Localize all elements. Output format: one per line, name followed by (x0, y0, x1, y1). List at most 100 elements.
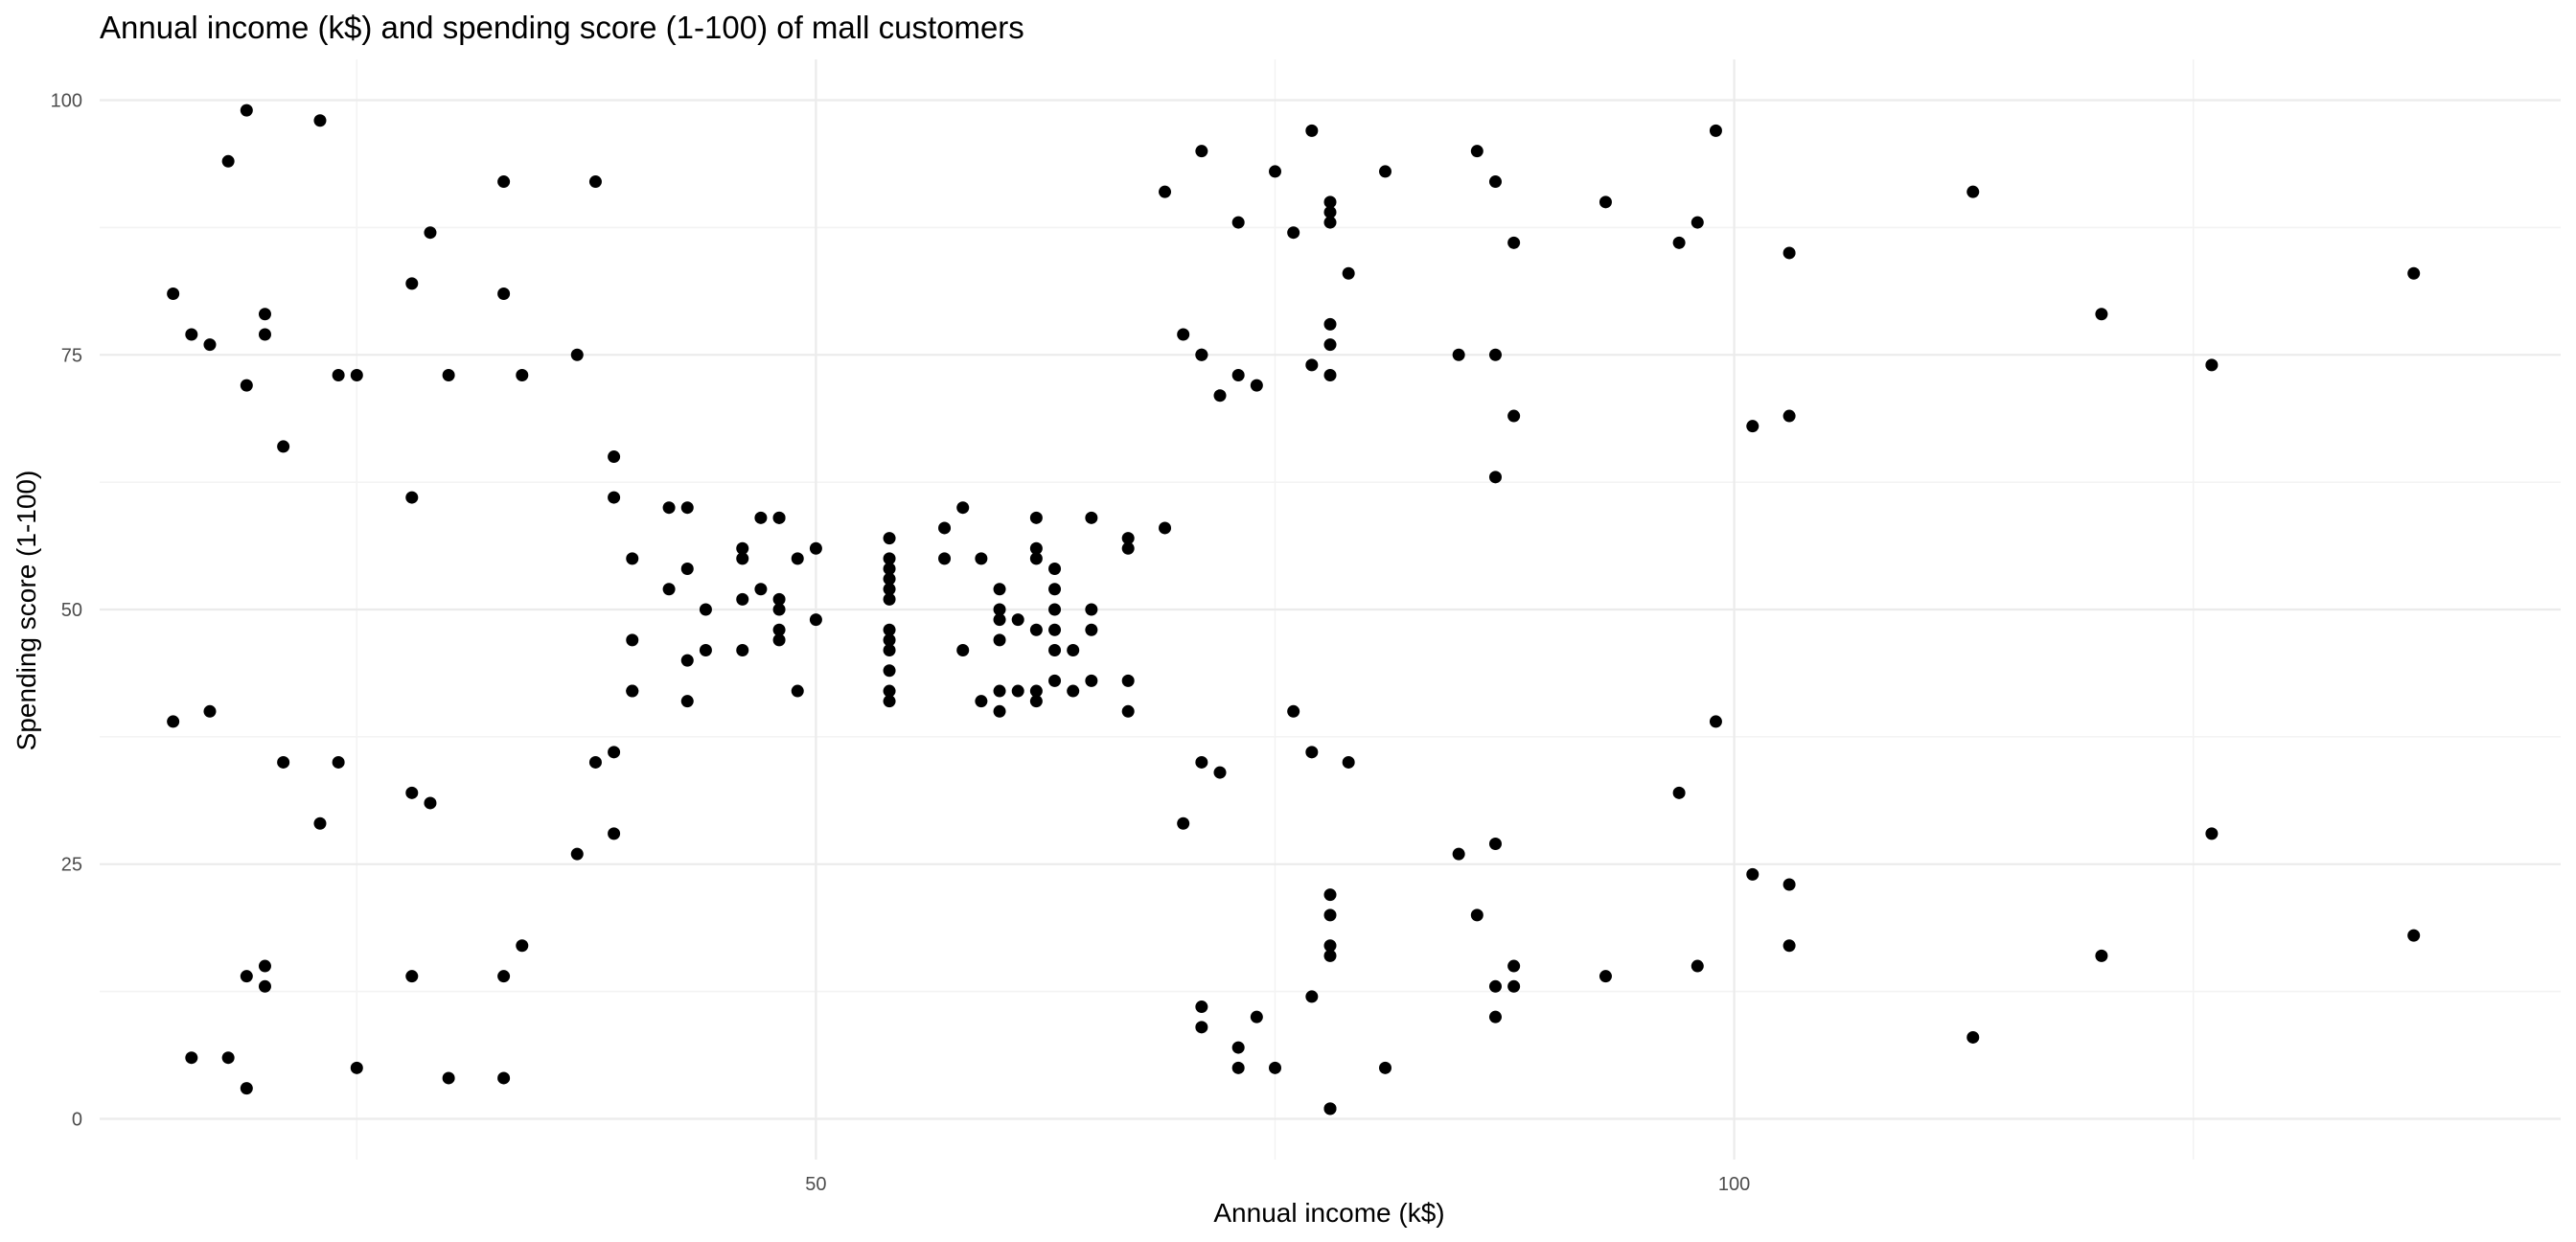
data-point (883, 633, 896, 647)
data-point (736, 552, 749, 565)
data-point (1746, 867, 1760, 881)
data-point (1690, 216, 1704, 229)
data-point (497, 175, 511, 189)
y-axis-ticks: 0 25 50 75 100 (51, 91, 82, 1131)
data-point (332, 755, 345, 769)
data-point (405, 786, 419, 799)
data-point (424, 226, 437, 240)
data-point (791, 684, 804, 698)
data-point (1782, 878, 1796, 891)
data-point (1470, 145, 1484, 158)
data-point (662, 501, 676, 515)
data-point (1507, 409, 1521, 423)
data-point (883, 623, 896, 636)
data-point (405, 491, 419, 504)
data-point (1709, 715, 1722, 728)
data-point (1029, 511, 1043, 524)
data-point (993, 633, 1006, 647)
data-point (1782, 246, 1796, 260)
data-point (570, 348, 584, 361)
data-point (516, 369, 529, 382)
data-point (1452, 348, 1465, 361)
data-point (736, 592, 749, 606)
data-point (313, 816, 327, 830)
data-point (1121, 541, 1135, 555)
data-point (883, 695, 896, 708)
grid (100, 59, 2561, 1160)
data-point (240, 104, 253, 117)
data-point (2407, 266, 2421, 280)
data-point (1966, 185, 1980, 198)
data-point (221, 154, 235, 168)
data-point (277, 755, 290, 769)
x-tick-label: 100 (1718, 1174, 1750, 1195)
data-point (258, 308, 271, 321)
data-point (1598, 196, 1612, 209)
data-point (588, 755, 602, 769)
data-point (680, 501, 694, 515)
data-point (1782, 409, 1796, 423)
data-point (1452, 847, 1465, 861)
data-point (1342, 266, 1355, 280)
data-point (754, 583, 768, 596)
y-tick-label: 100 (51, 91, 82, 112)
data-point (1029, 541, 1043, 555)
data-point (975, 552, 988, 565)
data-point (1029, 695, 1043, 708)
data-point (203, 704, 217, 718)
data-point (608, 491, 621, 504)
data-point (1085, 674, 1098, 687)
data-point (1195, 1000, 1208, 1014)
data-point (1323, 939, 1337, 953)
data-point (809, 541, 822, 555)
data-point (1342, 755, 1355, 769)
data-point (497, 970, 511, 983)
x-tick-label: 50 (805, 1174, 826, 1195)
data-point (1029, 552, 1043, 565)
data-point (588, 175, 602, 189)
data-point (680, 695, 694, 708)
data-point (1231, 1061, 1245, 1074)
data-point (975, 695, 988, 708)
data-point (1672, 786, 1686, 799)
data-point (1470, 908, 1484, 922)
data-point (938, 552, 952, 565)
data-point (185, 1051, 198, 1065)
data-point (883, 562, 896, 575)
data-point (938, 521, 952, 535)
data-point (167, 715, 180, 728)
data-point (1305, 746, 1319, 759)
data-point (240, 379, 253, 392)
data-point (1598, 970, 1612, 983)
data-point (1121, 704, 1135, 718)
data-point (736, 541, 749, 555)
data-point (883, 552, 896, 565)
data-point (608, 827, 621, 840)
data-point (1121, 532, 1135, 545)
data-point (699, 603, 712, 616)
data-point (1159, 185, 1172, 198)
data-point (883, 592, 896, 606)
data-point (1177, 328, 1190, 341)
data-point (993, 613, 1006, 627)
data-point (699, 644, 712, 657)
data-point (1177, 816, 1190, 830)
data-point (1195, 755, 1208, 769)
data-point (2205, 827, 2219, 840)
data-point (883, 684, 896, 698)
data-point (497, 287, 511, 300)
data-point (1195, 1021, 1208, 1034)
data-point (1048, 674, 1062, 687)
data-point (1195, 348, 1208, 361)
data-point (1323, 949, 1337, 962)
data-point (405, 970, 419, 983)
data-point (1488, 471, 1502, 484)
data-point (203, 338, 217, 352)
data-point (1067, 644, 1080, 657)
data-point (1067, 684, 1080, 698)
data-point (626, 552, 639, 565)
y-tick-label: 50 (61, 600, 82, 621)
data-point (1305, 358, 1319, 372)
